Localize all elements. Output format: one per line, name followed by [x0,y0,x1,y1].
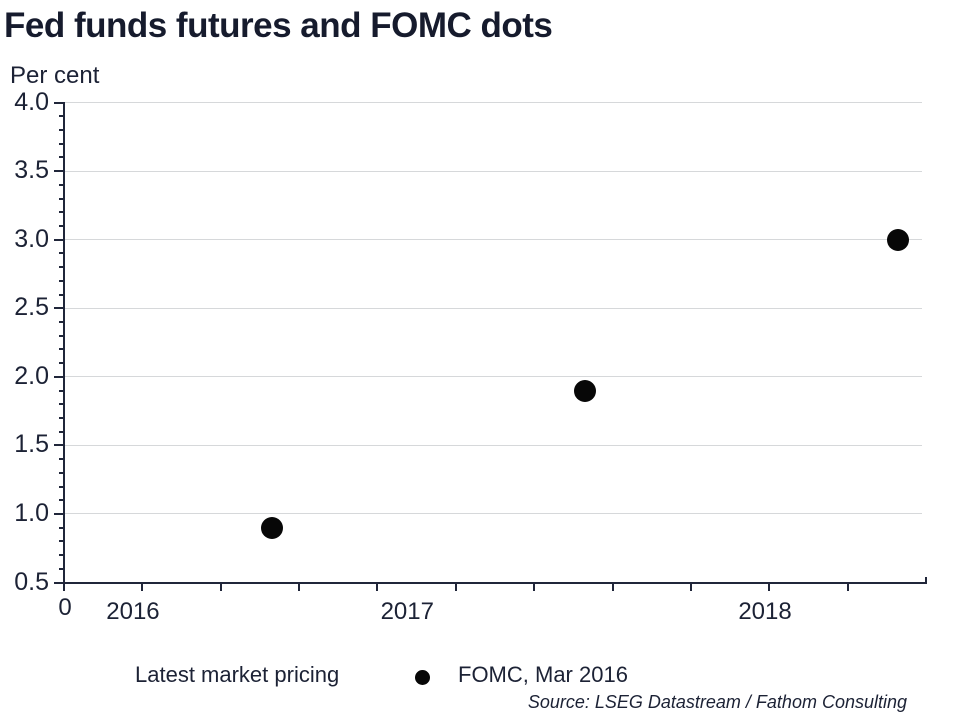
y-minor-tick [59,115,65,118]
y-minor-tick [59,485,65,488]
x-tick [611,584,614,591]
legend-item-market-pricing: Latest market pricing [135,662,340,687]
y-major-tick [54,375,65,378]
y-minor-tick [59,362,65,365]
y-minor-tick [59,211,65,214]
fomc-dot [261,516,284,539]
y-axis-line [63,101,65,584]
y-minor-tick [59,403,65,406]
x-tick [298,584,301,591]
y-tick-label: 1.5 [14,430,49,459]
y-gridline [65,513,922,515]
y-minor-tick [59,334,65,337]
source-note: Source: LSEG Datastream / Fathom Consult… [527,692,907,712]
x-tick [141,584,144,591]
y-gridline [65,239,922,241]
x-tick [846,584,849,591]
y-minor-tick [59,567,65,570]
y-minor-tick [59,348,65,351]
y-major-tick [54,307,65,310]
y-minor-tick [59,156,65,159]
y-minor-tick [59,183,65,186]
y-tick-label: 0.5 [14,567,49,596]
legend-fomc-dot-icon [415,670,430,685]
y-major-tick [54,512,65,515]
y-tick-label: 2.0 [14,361,49,390]
y-minor-tick [59,499,65,502]
origin-zero-label: 0 [58,594,72,621]
y-gridline [65,376,922,378]
y-axis-unit-label: Per cent [10,62,100,89]
x-tick-label: 2018 [738,598,792,625]
y-gridline [65,444,922,446]
x-tick-label: 2016 [106,598,160,625]
y-tick-label: 2.5 [14,293,49,322]
legend-item-fomc: FOMC, Mar 2016 [458,662,628,687]
y-tick-label: 3.5 [14,156,49,185]
y-minor-tick [59,197,65,200]
y-minor-tick [59,416,65,419]
y-tick-label: 3.0 [14,224,49,253]
y-minor-tick [59,252,65,255]
y-major-tick [54,581,65,584]
y-minor-tick [59,526,65,529]
x-tick [63,584,65,591]
y-gridline [65,170,922,172]
y-minor-tick [59,128,65,131]
y-tick-label: 1.0 [14,498,49,527]
y-minor-tick [59,430,65,433]
chart-title: Fed funds futures and FOMC dots [4,6,553,45]
x-tick [689,584,692,591]
x-tick [768,584,771,591]
y-minor-tick [59,224,65,227]
x-tick [454,584,457,591]
y-major-tick [54,170,65,173]
y-gridline [65,307,922,309]
y-minor-tick [59,142,65,145]
x-axis-line [63,582,927,584]
y-minor-tick [59,554,65,557]
y-minor-tick [59,389,65,392]
y-minor-tick [59,540,65,543]
y-minor-tick [59,279,65,282]
fomc-dot [887,228,910,251]
x-tick-label: 2017 [380,598,434,625]
y-minor-tick [59,320,65,323]
y-gridline [65,102,922,103]
y-minor-tick [59,293,65,296]
y-minor-tick [59,458,65,461]
y-major-tick [54,101,65,104]
x-tick [533,584,536,591]
x-axis-end-tick [925,576,927,583]
y-minor-tick [59,266,65,269]
x-tick [219,584,222,591]
x-tick [376,584,379,591]
y-major-tick [54,444,65,447]
y-tick-label: 4.0 [14,87,49,116]
y-major-tick [54,238,65,241]
fomc-dot [574,379,597,402]
y-minor-tick [59,471,65,474]
